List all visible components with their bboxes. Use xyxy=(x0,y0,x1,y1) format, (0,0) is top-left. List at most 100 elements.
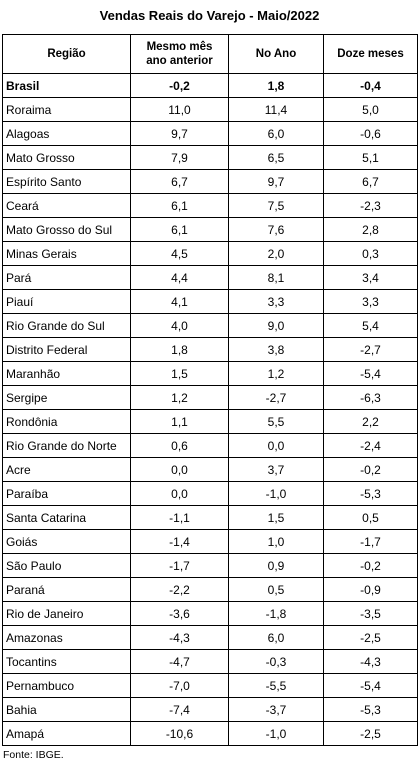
value-cell: 8,1 xyxy=(228,265,324,290)
value-cell: 0,0 xyxy=(130,481,229,506)
value-cell: 0,5 xyxy=(228,577,324,602)
value-cell: -0,9 xyxy=(323,577,418,602)
value-cell: -3,5 xyxy=(323,601,418,626)
value-cell: 3,8 xyxy=(228,337,324,362)
value-cell: -0,6 xyxy=(323,121,418,146)
table-row: Alagoas 9,7 6,0 -0,6 xyxy=(2,121,418,146)
value-cell: 7,6 xyxy=(228,217,324,242)
value-cell: -5,3 xyxy=(323,697,418,722)
value-cell: 1,0 xyxy=(228,529,324,554)
value-cell: 1,5 xyxy=(228,505,324,530)
table-row: Sergipe 1,2 -2,7 -6,3 xyxy=(2,385,418,410)
region-cell: Alagoas xyxy=(2,121,131,146)
value-cell: -3,7 xyxy=(228,697,324,722)
table-row: Ceará 6,1 7,5 -2,3 xyxy=(2,193,418,218)
value-cell: 3,3 xyxy=(228,289,324,314)
value-cell: 2,0 xyxy=(228,241,324,266)
value-cell: 2,2 xyxy=(323,409,418,434)
value-cell: -2,3 xyxy=(323,193,418,218)
value-cell: 6,0 xyxy=(228,121,324,146)
column-header: No Ano xyxy=(228,34,324,74)
value-cell: 4,1 xyxy=(130,289,229,314)
value-cell: 1,2 xyxy=(228,361,324,386)
value-cell: 9,7 xyxy=(130,121,229,146)
table-row: Rio Grande do Sul 4,0 9,0 5,4 xyxy=(2,313,418,338)
header-row: Região Mesmo mês ano anterior No Ano Doze m… xyxy=(2,34,418,74)
value-cell: -0,2 xyxy=(130,73,229,98)
region-cell: Sergipe xyxy=(2,385,131,410)
value-cell: -5,3 xyxy=(323,481,418,506)
value-cell: 0,9 xyxy=(228,553,324,578)
value-cell: -6,3 xyxy=(323,385,418,410)
value-cell: -4,3 xyxy=(323,649,418,674)
table-row: Bahia -7,4 -3,7 -5,3 xyxy=(2,697,418,722)
value-cell: 6,5 xyxy=(228,145,324,170)
table-row: Rio de Janeiro -3,6 -1,8 -3,5 xyxy=(2,601,418,626)
region-cell: Rondônia xyxy=(2,409,131,434)
value-cell: 5,5 xyxy=(228,409,324,434)
region-cell: Espírito Santo xyxy=(2,169,131,194)
value-cell: 11,0 xyxy=(130,97,229,122)
table-row: Pará 4,4 8,1 3,4 xyxy=(2,265,418,290)
value-cell: -1,0 xyxy=(228,481,324,506)
value-cell: -2,2 xyxy=(130,577,229,602)
value-cell: 1,5 xyxy=(130,361,229,386)
value-cell: 9,0 xyxy=(228,313,324,338)
source-note: Fonte: IBGE. xyxy=(3,749,64,761)
value-cell: 6,7 xyxy=(130,169,229,194)
value-cell: -0,3 xyxy=(228,649,324,674)
value-cell: 2,8 xyxy=(323,217,418,242)
value-cell: 6,7 xyxy=(323,169,418,194)
value-cell: -0,2 xyxy=(323,553,418,578)
table-row: Minas Gerais 4,5 2,0 0,3 xyxy=(2,241,418,266)
table-body: Brasil -0,2 1,8 -0,4 Roraima 11,0 11,4 5,0 Alago… xyxy=(2,73,418,746)
value-cell: 1,8 xyxy=(228,73,324,98)
region-cell: São Paulo xyxy=(2,553,131,578)
value-cell: -10,6 xyxy=(130,721,229,746)
region-cell: Roraima xyxy=(2,97,131,122)
value-cell: 0,3 xyxy=(323,241,418,266)
table-row: Santa Catarina -1,1 1,5 0,5 xyxy=(2,505,418,530)
value-cell: 0,5 xyxy=(323,505,418,530)
table-row: Acre 0,0 3,7 -0,2 xyxy=(2,457,418,482)
table-row: Distrito Federal 1,8 3,8 -2,7 xyxy=(2,337,418,362)
region-cell: Santa Catarina xyxy=(2,505,131,530)
value-cell: -0,4 xyxy=(323,73,418,98)
value-cell: -7,0 xyxy=(130,673,229,698)
region-cell: Ceará xyxy=(2,193,131,218)
value-cell: 9,7 xyxy=(228,169,324,194)
table-row: Tocantins -4,7 -0,3 -4,3 xyxy=(2,649,418,674)
value-cell: 5,0 xyxy=(323,97,418,122)
table-row: Paraná -2,2 0,5 -0,9 xyxy=(2,577,418,602)
value-cell: 7,9 xyxy=(130,145,229,170)
value-cell: -0,2 xyxy=(323,457,418,482)
table-row: Pernambuco -7,0 -5,5 -5,4 xyxy=(2,673,418,698)
region-cell: Piauí xyxy=(2,289,131,314)
region-cell: Rio de Janeiro xyxy=(2,601,131,626)
value-cell: -5,4 xyxy=(323,673,418,698)
region-cell: Acre xyxy=(2,457,131,482)
value-cell: 3,4 xyxy=(323,265,418,290)
column-header: Doze meses xyxy=(323,34,418,74)
value-cell: 4,4 xyxy=(130,265,229,290)
region-cell: Rio Grande do Norte xyxy=(2,433,131,458)
table-row: Piauí 4,1 3,3 3,3 xyxy=(2,289,418,314)
table-row: Maranhão 1,5 1,2 -5,4 xyxy=(2,361,418,386)
value-cell: -1,0 xyxy=(228,721,324,746)
region-cell: Maranhão xyxy=(2,361,131,386)
value-cell: 1,8 xyxy=(130,337,229,362)
value-cell: -1,7 xyxy=(323,529,418,554)
value-cell: -2,5 xyxy=(323,721,418,746)
sales-table: Região Mesmo mês ano anterior No Ano Doze m… xyxy=(2,34,418,746)
table-row: Goiás -1,4 1,0 -1,7 xyxy=(2,529,418,554)
value-cell: 7,5 xyxy=(228,193,324,218)
value-cell: -7,4 xyxy=(130,697,229,722)
value-cell: 4,5 xyxy=(130,241,229,266)
value-cell: -2,7 xyxy=(228,385,324,410)
value-cell: -1,4 xyxy=(130,529,229,554)
region-cell: Brasil xyxy=(2,73,131,98)
table-row: Brasil -0,2 1,8 -0,4 xyxy=(2,73,418,98)
region-cell: Tocantins xyxy=(2,649,131,674)
value-cell: 6,1 xyxy=(130,193,229,218)
